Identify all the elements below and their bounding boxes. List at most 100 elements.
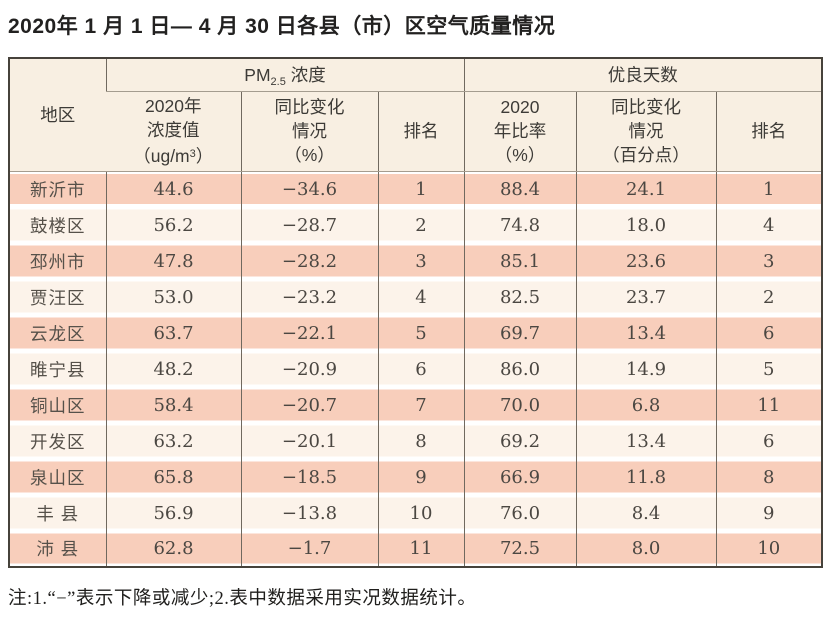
cell-pm-change: −28.7: [240, 207, 378, 243]
cell-good-rate: 72.5: [463, 531, 577, 567]
cell-good-change: 23.7: [575, 279, 717, 315]
table-row: 开发区 63.2 −20.1 8 69.2 13.4 6: [9, 423, 823, 459]
air-quality-table: 地区 PM2.5 浓度 优良天数 2020年 浓度值 （ug/m3） 同比变化 …: [8, 57, 824, 568]
pm-value-unit-post: ）: [195, 146, 214, 166]
cell-pm-change: −1.7: [240, 531, 378, 567]
cell-pm-change: −13.8: [240, 495, 378, 531]
cell-good-rate: 82.5: [463, 279, 577, 315]
pm-value-line2: 浓度值: [147, 120, 200, 140]
cell-pm-change: −20.7: [240, 387, 378, 423]
cell-good-rank: 4: [715, 207, 823, 243]
cell-good-change: 13.4: [575, 315, 717, 351]
pm-value-line1: 2020年: [145, 96, 202, 116]
pm-value-unit-pre: （ug/m: [133, 146, 190, 166]
cell-good-rate: 69.2: [463, 423, 577, 459]
table-row: 铜山区 58.4 −20.7 7 70.0 6.8 11: [9, 387, 823, 423]
cell-good-rate: 76.0: [463, 495, 577, 531]
cell-region: 新沂市: [9, 171, 106, 207]
cell-pm-value: 44.6: [105, 171, 241, 207]
cell-pm-value: 65.8: [105, 459, 241, 495]
cell-pm-change: −34.6: [240, 171, 378, 207]
cell-good-rate: 88.4: [463, 171, 577, 207]
cell-good-rate: 74.8: [463, 207, 577, 243]
pm25-label-base: PM: [244, 64, 271, 85]
cell-pm-value: 48.2: [105, 351, 241, 387]
cell-pm-rank: 5: [377, 315, 465, 351]
cell-good-rank: 10: [715, 531, 823, 567]
cell-region: 贾汪区: [9, 279, 106, 315]
cell-pm-value: 47.8: [105, 243, 241, 279]
cell-pm-change: −20.9: [240, 351, 378, 387]
cell-region: 泉山区: [9, 459, 106, 495]
cell-good-rank: 11: [715, 387, 823, 423]
table-header: 地区 PM2.5 浓度 优良天数 2020年 浓度值 （ug/m3） 同比变化 …: [9, 58, 823, 172]
page-title: 2020年 1 月 1 日— 4 月 30 日各县（市）区空气质量情况: [8, 15, 556, 38]
cell-pm-change: −18.5: [240, 459, 378, 495]
table-row: 邳州市 47.8 −28.2 3 85.1 23.6 3: [9, 243, 823, 279]
cell-region: 鼓楼区: [9, 207, 106, 243]
cell-pm-value: 58.4: [105, 387, 241, 423]
cell-good-rank: 2: [715, 279, 823, 315]
cell-good-rate: 70.0: [463, 387, 577, 423]
col-header-region: 地区: [9, 58, 106, 172]
cell-good-change: 8.4: [575, 495, 717, 531]
group-header-pm25: PM2.5 浓度: [105, 58, 465, 92]
col-header-pm-value: 2020年 浓度值 （ug/m3）: [106, 91, 241, 172]
table-row: 沛 县 62.8 −1.7 11 72.5 8.0 10: [9, 531, 823, 567]
table-row: 贾汪区 53.0 −23.2 4 82.5 23.7 2: [9, 279, 823, 315]
cell-pm-change: −20.1: [240, 423, 378, 459]
cell-pm-value: 53.0: [105, 279, 241, 315]
cell-good-change: 23.6: [575, 243, 717, 279]
cell-good-rank: 9: [715, 495, 823, 531]
cell-pm-change: −22.1: [240, 315, 378, 351]
cell-good-rate: 66.9: [463, 459, 577, 495]
cell-good-rank: 6: [715, 423, 823, 459]
table-row: 丰 县 56.9 −13.8 10 76.0 8.4 9: [9, 495, 823, 531]
cell-good-rank: 3: [715, 243, 823, 279]
cell-pm-rank: 8: [377, 423, 465, 459]
col-header-pm-rank: 排名: [377, 91, 465, 172]
cell-pm-rank: 7: [377, 387, 465, 423]
pm-value-unit: （ug/m3）: [106, 142, 241, 168]
cell-good-change: 8.0: [575, 531, 717, 567]
cell-pm-change: −23.2: [240, 279, 378, 315]
table-row: 泉山区 65.8 −18.5 9 66.9 11.8 8: [9, 459, 823, 495]
cell-good-rate: 69.7: [463, 315, 577, 351]
cell-pm-rank: 10: [377, 495, 465, 531]
cell-pm-rank: 11: [377, 531, 465, 567]
table-row: 睢宁县 48.2 −20.9 6 86.0 14.9 5: [9, 351, 823, 387]
cell-region: 邳州市: [9, 243, 106, 279]
col-header-pm-change: 同比变化 情况 （%）: [240, 91, 378, 172]
pm-value-unit-sup: 3: [189, 148, 196, 160]
cell-region: 沛 县: [9, 531, 106, 567]
cell-good-change: 11.8: [575, 459, 717, 495]
cell-good-change: 14.9: [575, 351, 717, 387]
cell-pm-value: 56.2: [105, 207, 241, 243]
cell-pm-value: 63.7: [105, 315, 241, 351]
cell-region: 铜山区: [9, 387, 106, 423]
cell-good-rank: 5: [715, 351, 823, 387]
table-body: 新沂市 44.6 −34.6 1 88.4 24.1 1 鼓楼区 56.2 −2…: [9, 171, 823, 567]
group-header-good-days: 优良天数: [463, 58, 823, 92]
cell-region: 开发区: [9, 423, 106, 459]
cell-region: 睢宁县: [9, 351, 106, 387]
table-row: 新沂市 44.6 −34.6 1 88.4 24.1 1: [9, 171, 823, 207]
cell-good-rate: 85.1: [463, 243, 577, 279]
cell-pm-rank: 1: [377, 171, 465, 207]
cell-pm-value: 62.8: [105, 531, 241, 567]
cell-pm-value: 56.9: [105, 495, 241, 531]
cell-good-rank: 6: [715, 315, 823, 351]
col-header-good-rate: 2020 年比率 （%）: [463, 91, 577, 172]
col-header-good-rank: 排名: [715, 91, 823, 172]
pm25-label-rest: 浓度: [285, 64, 326, 85]
cell-pm-rank: 2: [377, 207, 465, 243]
cell-good-change: 24.1: [575, 171, 717, 207]
cell-good-rate: 86.0: [463, 351, 577, 387]
cell-pm-rank: 4: [377, 279, 465, 315]
cell-good-rank: 1: [715, 171, 823, 207]
cell-good-rank: 8: [715, 459, 823, 495]
table-row: 鼓楼区 56.2 −28.7 2 74.8 18.0 4: [9, 207, 823, 243]
cell-good-change: 18.0: [575, 207, 717, 243]
cell-pm-value: 63.2: [105, 423, 241, 459]
